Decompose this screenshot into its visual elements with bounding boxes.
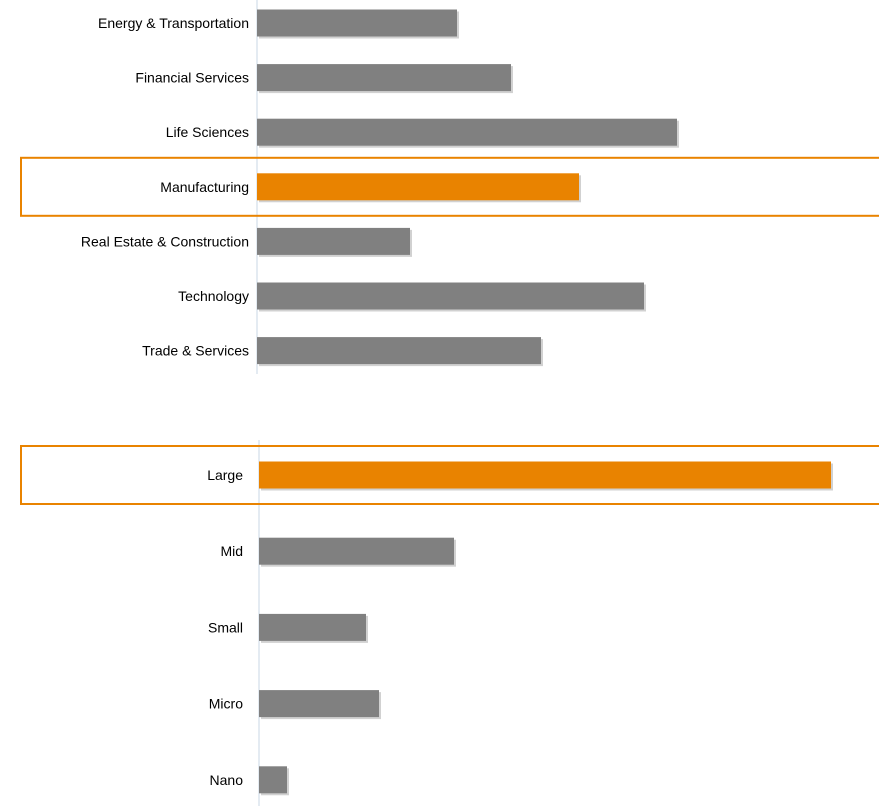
highlight-box-large [20, 445, 879, 505]
category-label-large: Large [207, 467, 243, 483]
bar-energy-transportation [257, 9, 457, 37]
category-label-mid: Mid [220, 543, 243, 559]
category-label-nano: Nano [210, 772, 244, 788]
category-label-financial-services: Financial Services [135, 70, 249, 86]
bar-technology [257, 282, 644, 310]
size-bar-chart: Large Mid Small Micro Nano [20, 440, 879, 806]
bar-nano [259, 766, 287, 794]
category-label-energy-transportation: Energy & Transportation [98, 15, 249, 31]
bar-mid [259, 537, 454, 565]
sector-bar-chart: Energy & Transportation Financial Service… [20, 0, 879, 374]
bar-real-estate-construction [257, 227, 410, 255]
category-label-manufacturing: Manufacturing [160, 179, 249, 195]
category-label-technology: Technology [178, 288, 249, 304]
bar-financial-services [257, 64, 511, 92]
highlight-box-manufacturing [20, 156, 879, 217]
category-label-real-estate-construction: Real Estate & Construction [81, 233, 249, 249]
bar-small [259, 613, 366, 641]
bar-manufacturing [257, 173, 579, 201]
category-label-life-sciences: Life Sciences [166, 124, 249, 140]
category-label-trade-services: Trade & Services [142, 343, 249, 359]
category-label-micro: Micro [209, 696, 243, 712]
category-label-small: Small [208, 619, 243, 635]
bar-trade-services [257, 337, 541, 365]
bar-life-sciences [257, 118, 677, 146]
bar-large [259, 461, 831, 489]
bar-micro [259, 690, 379, 718]
